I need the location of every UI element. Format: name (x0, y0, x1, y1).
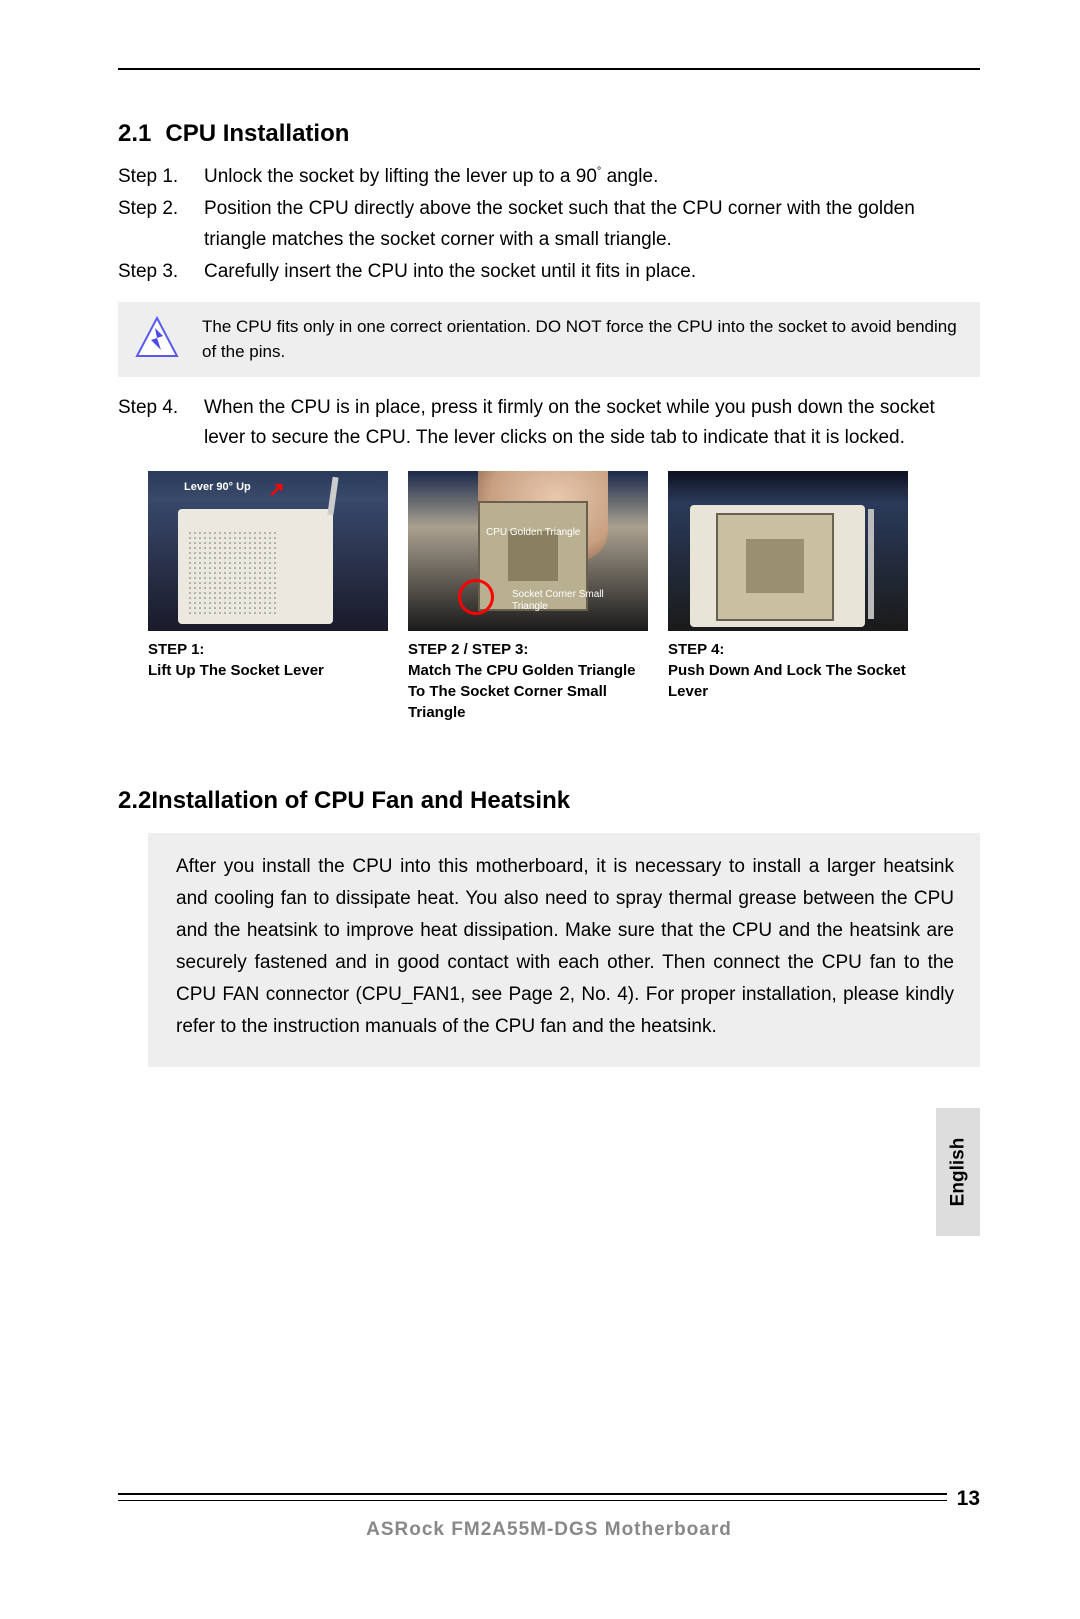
warning-icon (118, 314, 196, 360)
figure-1-overlay-label: Lever 90° Up (184, 481, 251, 493)
figure-2-overlay-label-1: CPU Golden Triangle (486, 527, 581, 539)
footer-rule (118, 1493, 980, 1497)
section-2-heading: 2.2Installation of CPU Fan and Heatsink (118, 787, 980, 815)
section-1-number: 2.1 (118, 120, 151, 147)
step-text: When the CPU is in place, press it firml… (204, 393, 980, 454)
page-number: 13 (947, 1487, 980, 1511)
step-label: Step 2. (118, 194, 204, 255)
warning-text: The CPU fits only in one correct orienta… (196, 314, 962, 365)
footer-rule (118, 1500, 980, 1501)
section-2-paragraph: After you install the CPU into this moth… (148, 833, 980, 1066)
warning-box: The CPU fits only in one correct orienta… (118, 302, 980, 377)
figure-2: CPU Golden Triangle Socket Corner Small … (408, 471, 648, 723)
language-label: English (947, 1138, 969, 1207)
section-2-number: 2.2 (118, 787, 151, 814)
step-row: Step 4. When the CPU is in place, press … (118, 393, 980, 454)
figure-row: Lever 90° Up ↗ STEP 1: Lift Up The Socke… (148, 471, 980, 723)
figure-1-caption: STEP 1: Lift Up The Socket Lever (148, 639, 388, 681)
step-label: Step 4. (118, 393, 204, 454)
step-row: Step 3. Carefully insert the CPU into th… (118, 257, 980, 287)
figure-2-overlay-label-2: Socket Corner Small Triangle (512, 589, 632, 613)
figure-3-image (668, 471, 908, 631)
step-row: Step 2. Position the CPU directly above … (118, 194, 980, 255)
figure-2-image: CPU Golden Triangle Socket Corner Small … (408, 471, 648, 631)
step-row: Step 1. Unlock the socket by lifting the… (118, 162, 980, 192)
steps-1-3: Step 1. Unlock the socket by lifting the… (118, 162, 980, 288)
section-1-heading: 2.1 CPU Installation (118, 120, 980, 148)
step-text: Carefully insert the CPU into the socket… (204, 257, 980, 287)
step-text: Position the CPU directly above the sock… (204, 194, 980, 255)
step-text: Unlock the socket by lifting the lever u… (204, 162, 980, 192)
figure-2-caption: STEP 2 / STEP 3: Match The CPU Golden Tr… (408, 639, 648, 723)
figure-3-caption: STEP 4: Push Down And Lock The Socket Le… (668, 639, 908, 702)
step-label: Step 1. (118, 162, 204, 192)
figure-1-image: Lever 90° Up ↗ (148, 471, 388, 631)
language-tab: English (936, 1108, 980, 1236)
figure-3: STEP 4: Push Down And Lock The Socket Le… (668, 471, 908, 723)
step-4: Step 4. When the CPU is in place, press … (118, 393, 980, 454)
footer-title: ASRock FM2A55M-DGS Motherboard (118, 1519, 980, 1541)
figure-1: Lever 90° Up ↗ STEP 1: Lift Up The Socke… (148, 471, 388, 723)
section-2-title: Installation of CPU Fan and Heatsink (151, 787, 570, 814)
top-rule (118, 68, 980, 70)
page-footer: 13 ASRock FM2A55M-DGS Motherboard (118, 1493, 980, 1541)
step-label: Step 3. (118, 257, 204, 287)
section-1-title: CPU Installation (165, 120, 349, 147)
